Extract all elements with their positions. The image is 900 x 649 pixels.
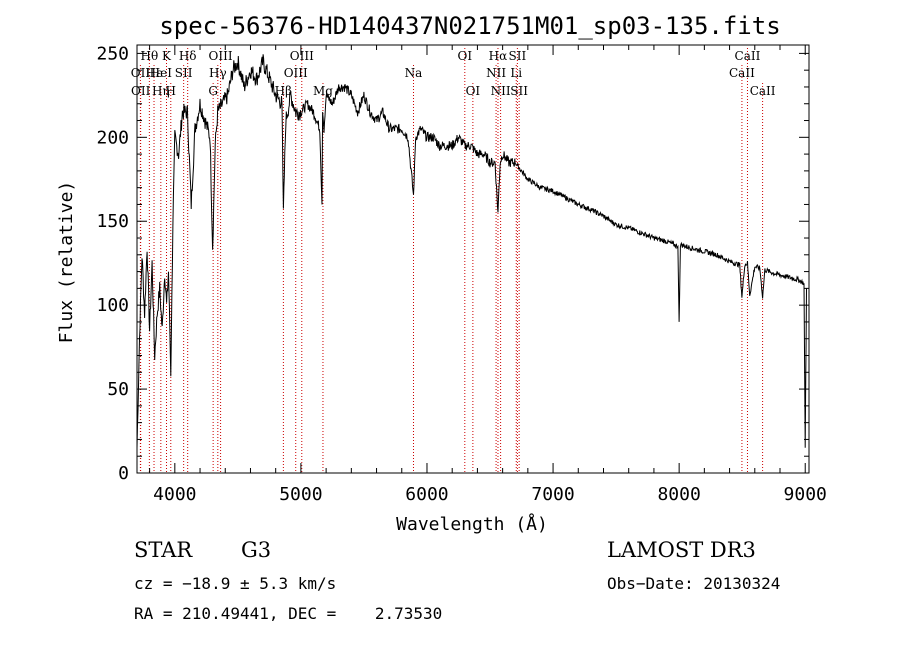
x-tick-label: 6000 (405, 484, 448, 505)
redshift-line: cz = −18.9 ± 5.3 km/s (134, 574, 337, 593)
line-marker-label-25: SII (510, 84, 528, 98)
y-tick-label: 250 (96, 43, 129, 64)
y-axis-label: Flux (relative) (56, 181, 77, 344)
line-marker-label-15: Hβ (275, 84, 292, 98)
line-marker-label-11: Hγ (209, 66, 227, 80)
line-marker-label-7: SII (175, 66, 193, 80)
x-axis: 4000 5000 6000 7000 8000 9000 (149, 45, 827, 505)
y-tick-label: 150 (96, 211, 129, 232)
line-marker-label-12: G (208, 84, 218, 98)
y-tick-label: 0 (118, 463, 129, 484)
line-marker-label-0: Hθ (141, 49, 159, 63)
line-marker-label-24: Li (510, 66, 522, 80)
object-subclass: G3 (241, 538, 272, 562)
line-marker-label-8: H (166, 84, 176, 98)
line-marker-label-26: CaII (735, 49, 761, 63)
x-tick-label: 8000 (657, 484, 700, 505)
survey-name: LAMOST DR3 (607, 538, 756, 562)
line-marker-label-13: OIII (290, 49, 314, 63)
line-marker-label-14: OIII (284, 66, 308, 80)
line-marker-label-17: Na (405, 66, 423, 80)
line-marker-label-2: OII (131, 84, 151, 98)
line-marker-label-16: Mg (313, 84, 333, 98)
line-marker-label-1: OII (131, 66, 151, 80)
line-marker-label-10: OIII (209, 49, 233, 63)
y-tick-label: 50 (107, 379, 129, 400)
line-marker-label-9: Hδ (179, 49, 197, 63)
line-markers (139, 48, 764, 473)
x-axis-label: Wavelength (Å) (396, 513, 548, 535)
line-marker-label-5: HeI (150, 66, 173, 80)
spectrum-line (136, 54, 807, 449)
y-tick-label: 100 (96, 295, 129, 316)
coordinates: RA = 210.49441, DEC = 2.73530 (134, 604, 443, 623)
x-tick-label: 9000 (784, 484, 827, 505)
line-marker-label-23: SII (509, 49, 527, 63)
line-marker-label-6: K (162, 49, 172, 63)
line-marker-label-28: CaII (750, 84, 776, 98)
line-marker-label-22: NII (491, 84, 511, 98)
line-marker-label-18: OI (458, 49, 473, 63)
line-marker-label-19: OI (466, 84, 481, 98)
object-class: STAR (134, 538, 193, 562)
line-marker-label-21: NII (486, 66, 506, 80)
x-tick-label: 4000 (153, 484, 196, 505)
plot-frame (136, 44, 810, 474)
obs-date: Obs−Date: 20130324 (607, 574, 781, 593)
line-marker-label-4: Hη (152, 84, 170, 98)
x-tick-label: 5000 (279, 484, 322, 505)
y-tick-label: 200 (96, 127, 129, 148)
chart-title: spec-56376-HD140437N021751M01_sp03-135.f… (159, 12, 780, 40)
line-marker-label-20: Hα (489, 49, 508, 63)
line-marker-label-27: CaII (729, 66, 755, 80)
y-axis: 0 50 100 150 200 250 (96, 43, 809, 484)
x-tick-label: 7000 (531, 484, 574, 505)
line-marker-label-3: Hε (146, 66, 163, 80)
